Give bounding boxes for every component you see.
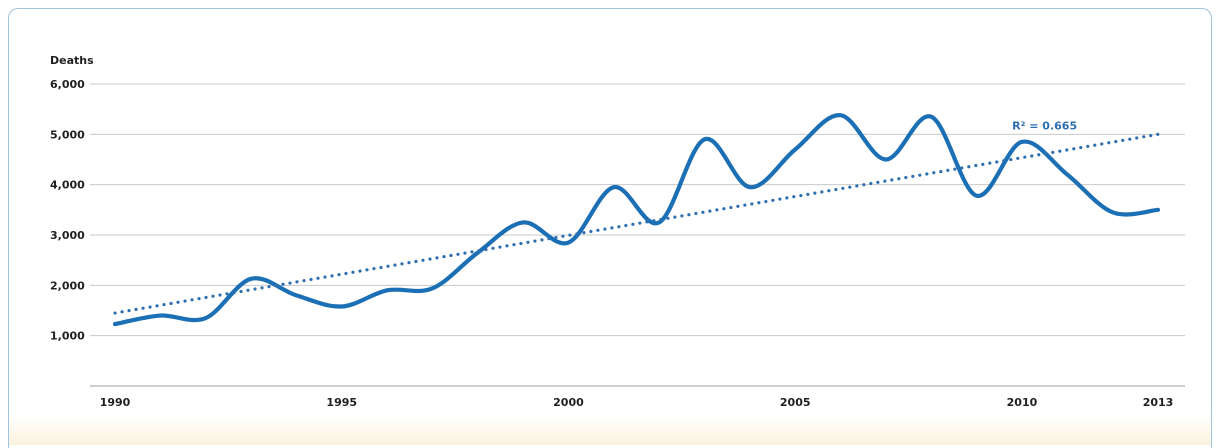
trendline bbox=[115, 134, 1158, 313]
x-tick-label: 1995 bbox=[326, 396, 357, 409]
y-tick-label: 3,000 bbox=[50, 229, 85, 242]
x-tick-label: 1990 bbox=[100, 396, 131, 409]
series-group bbox=[115, 115, 1158, 324]
x-tick-label: 2013 bbox=[1143, 396, 1174, 409]
x-tick-label: 2000 bbox=[553, 396, 584, 409]
y-tick-label: 1,000 bbox=[50, 330, 85, 343]
y-tick-label: 2,000 bbox=[50, 279, 85, 292]
x-tick-label: 2005 bbox=[780, 396, 811, 409]
y-tick-label: 6,000 bbox=[50, 78, 85, 91]
y-tick-label: 5,000 bbox=[50, 128, 85, 141]
annotations: R² = 0.665 bbox=[1012, 119, 1077, 132]
y-tick-labels: 1,000 2,000 3,000 4,000 5,000 6,000 bbox=[50, 78, 85, 343]
x-tick-label: 2010 bbox=[1007, 396, 1038, 409]
r-squared-annotation: R² = 0.665 bbox=[1012, 119, 1077, 132]
x-tick-labels: 1990 1995 2000 2005 2010 2013 bbox=[100, 396, 1174, 409]
deaths-series-line bbox=[115, 115, 1158, 324]
y-axis-title: Deaths bbox=[50, 54, 94, 67]
y-tick-label: 4,000 bbox=[50, 179, 85, 192]
